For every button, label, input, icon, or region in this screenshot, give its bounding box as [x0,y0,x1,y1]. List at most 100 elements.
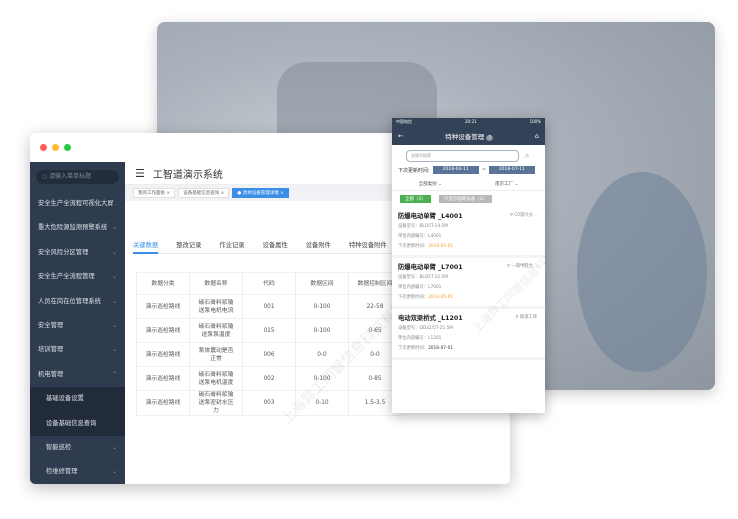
sidebar-item-label: 培训管理 [38,346,64,354]
content-tabs: 关键数据 整改记录 作业记录 设备属性 设备附件 特种设备附件 [133,240,463,254]
sidebar-item[interactable]: 重大危险源监测预警系统 ⌄ [30,216,125,240]
page-title: 工智道演示系统 [152,169,223,181]
table-row: 演示巡检路线 碳石膏料浆输送泵电机温度 002 0-100 0-85 [136,366,402,391]
status-bar: 中国电信 20:21 100% [392,118,545,126]
sidebar: ○ 请输入菜单标题 安全生产全流程可视化大屏 重大危险源监测预警系统 ⌄ 安全风险分区… [30,162,125,484]
table-cell: 演示巡检路线 [136,390,190,416]
sidebar-item[interactable]: 机电管理 ⌃ [30,363,125,387]
sidebar-item-label: 人员在岗在位管理系统 [38,297,101,305]
table-cell: 0-100 [295,294,349,319]
desktop-window: ○ 请输入菜单标题 安全生产全流程可视化大屏 重大危险源监测预警系统 ⌄ 安全风险分区… [30,133,510,484]
data-table: 数据分类 数据名称 代码 数据区间 数据控制区间 演示巡检路线 碳石膏料浆输送泵电机电流 00… [136,272,402,416]
category-filter[interactable]: 全部类别 ⌄ [418,182,442,187]
content-tab[interactable]: 设备附件 [305,242,331,249]
chevron-icon: ⌄ [111,224,117,232]
device-code: 单位内部编号：L1201 [398,336,442,341]
sidebar-item-label: 设备基础信息查询 [46,419,97,427]
sidebar-item[interactable]: 设备基础信息查询 [30,411,125,436]
device-list-item[interactable]: 防爆电动单臂 _L4001 ⚲ C0溶冷分... 设备型号：BLD5T-14.5… [392,207,545,258]
device-name: 电动双梁桥式 _L1201 [398,315,463,322]
content-tab[interactable]: 设备属性 [262,242,288,249]
keyword-search-input[interactable]: 关键字搜索 [406,150,519,162]
table-cell: 演示巡检路线 [136,342,190,367]
sidebar-item[interactable]: 安全生产全流程可视化大屏 [30,192,125,216]
content-tab[interactable]: 作业记录 [219,242,245,249]
table-cell: 015 [242,318,296,343]
help-icon[interactable]: ? [486,134,494,141]
device-model: 设备型号：BLD5T-14.5M [398,224,448,229]
device-list-item[interactable]: 防爆电动单臂 _L7001 ⚲ 一期甲醛合... 设备型号：BLD5T-22.5… [392,258,545,309]
factory-filter[interactable]: 南京工厂 ⌄ [495,182,519,187]
sidebar-item[interactable]: 检维修管理 ⌄ [30,460,125,484]
all-button[interactable]: 全部（3） [400,195,431,203]
next-update-date: 2018-07-01 [428,346,454,351]
tag-device-detail[interactable]: ● 具体设备管理详情 × [232,188,289,198]
sidebar-item-label: 安全管理 [38,321,64,329]
home-icon[interactable]: ⌂ [534,131,539,140]
sidebar-item[interactable]: 基础设备设置 [30,387,125,412]
table-cell: 001 [242,294,296,319]
column-header: 数据分类 [136,272,190,295]
sidebar-item[interactable]: 安全生产全流程管理 ⌄ [30,265,125,289]
device-code: 单位内部编号：L4001 [398,234,442,239]
menu-search-input[interactable]: ○ 请输入菜单标题 [36,170,119,184]
table-cell: 演示巡检路线 [136,366,190,391]
sidebar-item-label: 基础设备设置 [46,395,84,403]
table-cell: 演示巡检路线 [136,318,190,343]
sidebar-item[interactable]: 智能巡检 ⌄ [30,436,125,460]
chevron-icon: ⌃ [111,370,117,378]
close-dot[interactable] [40,144,47,151]
table-row: 演示巡检路线 碳石膏料浆输送泵泵温度 015 0-100 0-65 [136,318,402,343]
tag-workbench[interactable]: 我的工作面板 × [133,188,176,198]
sidebar-item-label: 重大危险源监测预警系统 [38,224,108,232]
expiring-only-button[interactable]: 只显示临期设备（2） [438,195,493,203]
location-pin-icon: ⚲ [506,264,512,269]
device-code: 单位内部编号：L7001 [398,285,442,290]
table-cell: 碳石膏料浆输送泵密封水压力 [189,390,243,416]
sidebar-item-label: 安全生产全流程管理 [38,273,95,281]
device-name: 防爆电动单臂 _L4001 [398,213,463,220]
chevron-icon: ⌄ [111,297,117,305]
table-row: 演示巡检路线 碳石膏料浆输送泵密封水压力 003 0-10 1.5-3.5 [136,390,402,416]
device-list-item[interactable]: 电动双梁桥式 _L1201 ⚲ 碳渣工序 设备型号：QD32/5T-25.5M … [392,309,545,360]
device-name: 防爆电动单臂 _L7001 [398,264,463,271]
sidebar-item[interactable]: 安全风险分区管理 ⌄ [30,241,125,265]
sidebar-item-label: 检维修管理 [46,468,78,476]
table-row: 演示巡检路线 碳石膏料浆输送泵电机电流 001 0-100 22-58 [136,294,402,319]
next-update-date: 2018-05-01 [428,295,454,300]
location-pin-icon: ⚲ [515,315,520,320]
chevron-icon: ⌄ [111,346,117,354]
table-cell: 0-0 [295,342,349,367]
device-model: 设备型号：BLD5T-22.5M [398,275,448,280]
table-cell: 泵体震动是否正常 [189,342,243,367]
sidebar-item[interactable]: 人员在岗在位管理系统 ⌄ [30,290,125,314]
nav-title: 特种设备管理 [445,132,485,141]
tag-device-query[interactable]: 设备基础信息查询 × [178,188,230,198]
minimize-dot[interactable] [52,144,59,151]
back-arrow-icon[interactable]: ← [398,131,404,140]
table-cell: 碳石膏料浆输送泵泵温度 [189,318,243,343]
table-cell: 0-10 [295,390,349,416]
content-tab[interactable]: 特种设备附件 [348,242,387,249]
sidebar-item[interactable]: 培训管理 ⌄ [30,338,125,362]
content-tab[interactable]: 关键数据 [133,240,159,254]
chevron-icon: ⌄ [111,248,117,256]
date-from[interactable]: 2018-04-11 [432,166,479,174]
table-cell: 002 [242,366,296,391]
sidebar-item-label: 安全生产全流程可视化大屏 [38,200,114,207]
table-cell: 演示巡检路线 [136,294,190,319]
search-icon[interactable]: ⌕ [525,151,530,160]
search-icon: ○ [42,173,50,180]
table-cell: 0-100 [295,318,349,343]
sidebar-item[interactable]: 安全管理 ⌄ [30,314,125,338]
sidebar-item-label: 智能巡检 [46,443,72,451]
table-cell: 0-100 [295,366,349,391]
column-header: 数据名称 [189,272,243,295]
date-to[interactable]: 2018-07-11 [488,166,535,174]
maximize-dot[interactable] [64,144,71,151]
hamburger-icon[interactable]: ☰ [135,166,145,180]
column-header: 数据区间 [295,272,349,295]
sidebar-item-label: 安全风险分区管理 [38,248,89,256]
table-cell: 006 [242,342,296,367]
content-tab[interactable]: 整改记录 [176,242,202,249]
